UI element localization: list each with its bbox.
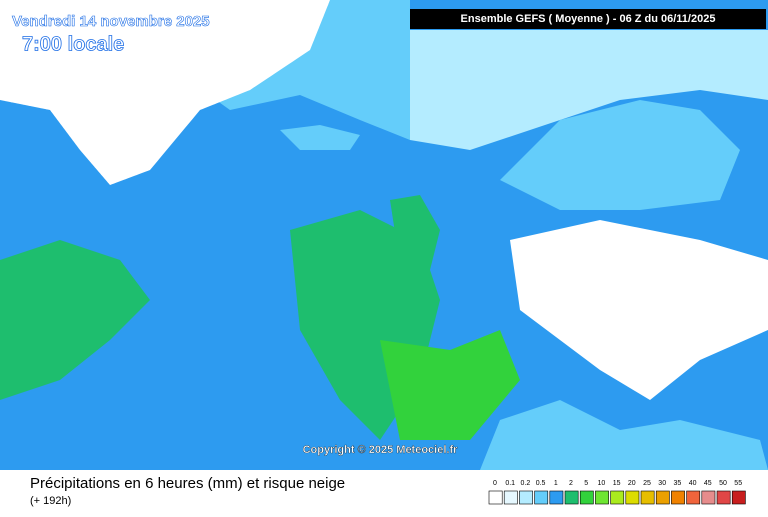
legend-label: 50 [719,480,727,487]
british-isles [390,195,440,270]
footer-title: Précipitations en 6 heures (mm) et risqu… [30,475,345,492]
legend-swatch [564,490,579,505]
legend-swatch [488,490,503,505]
legend-label: 0.5 [536,480,546,487]
legend: 0 0.1 0.2 0.5 1 2 5 10 15 20 25 30 35 40 45 50 55 [488,480,746,505]
run-label: Ensemble GEFS ( Moyenne ) - 06 Z du 06/1… [461,13,716,25]
legend-swatch [655,490,670,505]
legend-swatch [610,490,625,505]
legend-label: 35 [674,480,682,487]
date-label: Vendredi 14 novembre 2025 [12,13,210,30]
legend-swatch [701,490,716,505]
legend-swatch [549,490,564,505]
precip-band-west [0,240,150,400]
legend-swatch [640,490,655,505]
map [0,0,768,470]
copyright: Copyright © 2025 Meteociel.fr [303,444,459,456]
legend-swatch [625,490,640,505]
mediterranean-south [480,400,768,470]
scandinavia [500,100,740,210]
legend-label: 1 [554,480,558,487]
legend-swatch [579,490,594,505]
legend-label: 0.2 [521,480,531,487]
legend-label: 45 [704,480,712,487]
arctic-light [410,30,768,150]
snow-hatch [0,0,330,185]
footer-lead: (+ 192h) [30,495,71,507]
legend-label: 15 [613,480,621,487]
legend-label: 0 [493,480,497,487]
iceland [280,125,360,150]
legend-label: 2 [569,480,573,487]
legend-swatch [503,490,518,505]
time-label: 7:00 locale [22,33,124,55]
legend-label: 30 [658,480,666,487]
footer-bar [0,470,768,512]
legend-label: 5 [584,480,588,487]
legend-swatch [595,490,609,505]
legend-label: 0.1 [505,480,515,487]
legend-label: 20 [628,480,636,487]
legend-swatch [534,490,549,505]
legend-swatch [731,490,746,505]
legend-label: 10 [598,480,606,487]
legend-label: 55 [734,480,742,487]
legend-swatch [716,490,731,505]
legend-swatch [671,490,685,505]
iberia-precip [380,330,520,440]
run-box [410,9,766,29]
legend-label: 40 [689,480,697,487]
legend-label: 25 [643,480,651,487]
dry-europe [510,220,768,400]
legend-swatch [686,490,701,505]
legend-swatch [519,490,533,505]
